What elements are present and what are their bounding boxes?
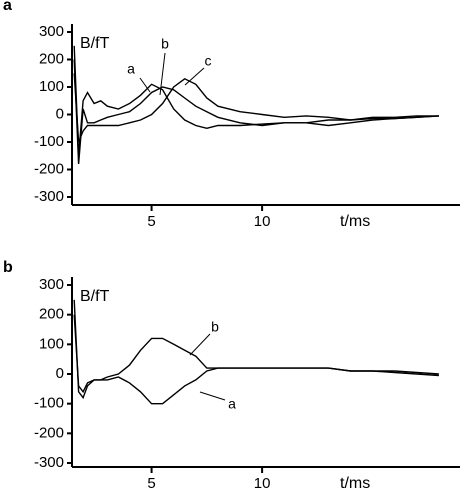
y-tick-label: -300 bbox=[34, 188, 64, 205]
x-axis-label: t/ms bbox=[340, 213, 370, 230]
series-line bbox=[73, 73, 439, 143]
series-label: a bbox=[127, 61, 135, 77]
x-axis-label: t/ms bbox=[340, 475, 370, 492]
x-tick-label: 5 bbox=[147, 213, 155, 230]
y-tick-label: -200 bbox=[34, 424, 64, 441]
leader-line bbox=[199, 391, 226, 401]
panel-label: b bbox=[3, 259, 13, 276]
series-label: c bbox=[205, 53, 212, 69]
y-tick-label: -100 bbox=[34, 133, 64, 150]
leader-line bbox=[139, 77, 151, 93]
panel-label: a bbox=[3, 0, 12, 14]
series-label: a bbox=[228, 396, 236, 412]
leader-line bbox=[159, 52, 166, 96]
y-tick-label: 300 bbox=[39, 276, 64, 293]
series-line bbox=[73, 45, 439, 156]
y-tick-label: 300 bbox=[39, 23, 64, 40]
series-line bbox=[73, 314, 439, 405]
x-tick-label: 5 bbox=[147, 475, 155, 492]
y-tick-label: -300 bbox=[34, 454, 64, 471]
y-tick-label: 200 bbox=[39, 50, 64, 67]
y-tick-label: 100 bbox=[39, 78, 64, 95]
y-tick-label: 0 bbox=[56, 105, 64, 122]
series-label: b bbox=[211, 319, 219, 335]
x-tick-label: 10 bbox=[254, 213, 271, 230]
y-tick-label: -200 bbox=[34, 160, 64, 177]
series-label: b bbox=[161, 36, 169, 52]
leader-line bbox=[184, 67, 205, 86]
y-tick-label: 0 bbox=[56, 365, 64, 382]
y-tick-label: -100 bbox=[34, 395, 64, 412]
y-axis-label: B/fT bbox=[80, 35, 110, 52]
series-line bbox=[73, 59, 439, 165]
y-tick-label: 200 bbox=[39, 306, 64, 323]
y-axis-label: B/fT bbox=[80, 288, 110, 305]
y-tick-label: 100 bbox=[39, 335, 64, 352]
x-tick-label: 10 bbox=[254, 475, 271, 492]
leader-line bbox=[189, 333, 211, 356]
